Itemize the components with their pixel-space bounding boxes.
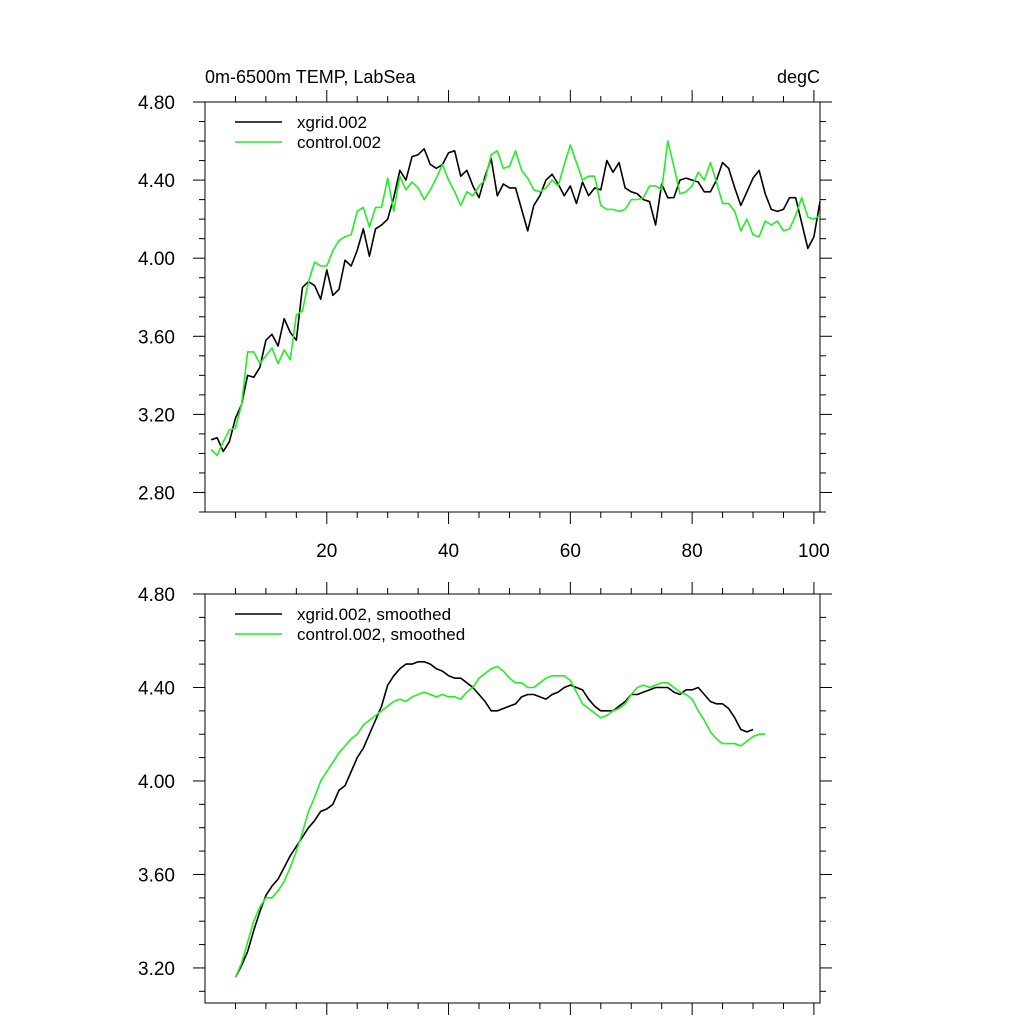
bottom-legend-label: xgrid.002, smoothed [297,605,451,624]
bottom-ytick-label: 3.60 [138,865,175,886]
top-legend-label: control.002 [297,133,381,152]
bottom-ytick-label: 4.00 [138,772,175,793]
top-ytick-label: 4.00 [138,249,175,270]
top-ytick-label: 4.80 [138,93,175,114]
top-xtick-label: 100 [798,541,830,562]
chart-title: 0m-6500m TEMP, LabSea [205,67,416,87]
top-series-line-xgrid [210,148,821,453]
bottom-ytick-label: 3.20 [138,959,175,980]
top-xtick-label: 40 [438,541,459,562]
top-xtick-label: 60 [560,541,581,562]
top-xtick-label: 20 [316,541,337,562]
bottom-legend-label: control.002, smoothed [297,625,465,644]
top-series-line-control [210,140,821,457]
bottom-series-line-control [234,665,766,978]
bottom-series-line-xgrid [234,660,754,978]
top-ytick-label: 2.80 [138,483,175,504]
chart-units-label: degC [777,67,820,87]
top-ytick-label: 3.60 [138,327,175,348]
top-xtick-label: 80 [682,541,703,562]
bottom-ytick-label: 4.40 [138,678,175,699]
top-ytick-label: 4.40 [138,171,175,192]
top-legend-label: xgrid.002 [297,113,367,132]
top-plot-frame [204,101,821,513]
top-ytick-label: 3.20 [138,405,175,426]
top-panel-plot: 2.80 3.20 3.60 4.00 4.40 4.80 20 40 60 80 100 xgrid… [138,90,832,562]
bottom-plot-frame [204,593,821,1004]
bottom-ytick-label: 4.80 [138,585,175,606]
bottom-panel-plot: 3.20 3.60 4.00 4.40 4.80 xgrid.002, smoothedc… [138,582,832,1015]
